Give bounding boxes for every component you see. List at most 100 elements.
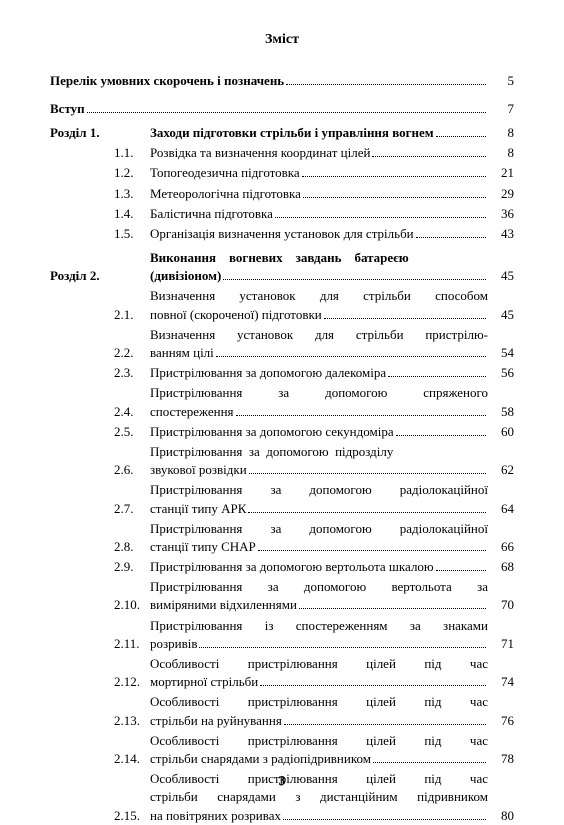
toc-page-ref: 78 [488,750,514,768]
toc-text: Виконання вогневих завдань батареєю(диві… [150,249,488,285]
toc-text-line: станції типу АРК [150,500,488,518]
toc-leader-dots [284,724,486,725]
toc-leader-dots [216,356,486,357]
toc-page-ref: 66 [488,538,514,556]
toc-row: 1.4.Балістична підготовка36 [50,205,514,223]
toc-text-line: Пристрілювання із спостереженням за знак… [150,617,488,635]
toc-page-ref: 45 [488,267,514,285]
toc-line-text: спостереження [150,403,234,421]
toc-row: 2.10.Пристрілювання за допомогою вертоль… [50,578,514,614]
toc-line-text: Топогеодезична підготовка [150,164,300,182]
toc-text-line: спостереження [150,403,488,421]
page-number: 3 [0,772,564,792]
toc-text-line: Пристрілювання за допомогою вертольота ш… [150,558,488,576]
toc-item-number: 2.12. [114,673,150,691]
toc-row: 2.4.Пристрілювання за допомогою спряжено… [50,384,514,420]
toc-text: Особливості пристрілювання цілей під час… [150,732,488,768]
toc-section-label: Розділ 1. [50,124,114,142]
toc-page-ref: 54 [488,344,514,362]
toc-line-text: Заходи підготовки стрільби і управління … [150,124,434,142]
toc-page-ref: 70 [488,596,514,614]
toc-leader-dots [258,550,486,551]
toc-line-text: Пристрілювання із спостереженням за знак… [150,617,488,635]
toc-item-number: 2.4. [114,403,150,421]
toc-text-line: Пристрілювання за допомогою радіолокацій… [150,481,488,499]
toc-text-line: Особливості пристрілювання цілей під час [150,655,488,673]
toc-title: Зміст [50,30,514,50]
toc-leader-dots [373,762,486,763]
toc-page-ref: 45 [488,306,514,324]
toc-line-text: Вступ [50,100,85,118]
toc-text-line: Визначення установок для стрільби пристр… [150,326,488,344]
toc-text-line: Заходи підготовки стрільби і управління … [150,124,488,142]
toc-text: Визначення установок для стрільби способ… [150,287,488,323]
toc-line-text: звукової розвідки [150,461,247,479]
toc-page-ref: 76 [488,712,514,730]
toc-item-number: 2.1. [114,306,150,324]
toc-row: 2.7.Пристрілювання за допомогою радіолок… [50,481,514,517]
toc-line-text: Пристрілювання за допомогою радіолокацій… [150,520,488,538]
toc-leader-dots [303,197,486,198]
toc-text: Особливості пристрілювання цілей під час… [150,655,488,691]
toc-page-ref: 56 [488,364,514,382]
toc-page-ref: 71 [488,635,514,653]
toc-item-number: 1.1. [114,144,150,162]
toc-text-line: Топогеодезична підготовка [150,164,488,182]
toc-item-number: 1.4. [114,205,150,223]
toc-text-line: Виконання вогневих завдань батареєю [150,249,488,267]
toc-row: 2.6.Пристрілювання за допомогою підрозді… [50,443,514,479]
toc-text-line: (дивізіоном) [150,267,488,285]
toc-text-line: звукової розвідки [150,461,488,479]
toc-text-line: Метеорологічна підготовка [150,185,488,203]
toc-line-text: Пристрілювання за допомогою вертольота з… [150,578,488,596]
toc-line-text: станції типу СНАР [150,538,256,556]
toc-row: 2.1.Визначення установок для стрільби сп… [50,287,514,323]
toc-leader-dots [223,279,486,280]
toc-text-line: розривів [150,635,488,653]
toc-leader-dots [416,237,486,238]
toc-line-text: Особливості пристрілювання цілей під час [150,655,488,673]
toc-text-line: повної (скороченої) підготовки [150,306,488,324]
toc-text: Пристрілювання за допомогою радіолокацій… [150,520,488,556]
toc-row: 2.13.Особливості пристрілювання цілей пі… [50,693,514,729]
toc-page-ref: 58 [488,403,514,421]
toc-page-ref: 36 [488,205,514,223]
toc-leader-dots [248,512,486,513]
toc-line-text: станції типу АРК [150,500,246,518]
toc-line-text: Розвідка та визначення координат цілей [150,144,370,162]
toc-leader-dots [286,84,486,85]
toc-text-line: виміряними відхиленнями [150,596,488,614]
toc-text: Вступ [50,100,488,118]
toc-text-line: Особливості пристрілювання цілей під час [150,693,488,711]
toc-text: Пристрілювання за допомогою вертольота ш… [150,558,488,576]
toc-text: Пристрілювання із спостереженням за знак… [150,617,488,653]
toc-item-number: 1.2. [114,164,150,182]
toc-line-text: мортирної стрільби [150,673,258,691]
toc-text-line: Вступ [50,100,488,118]
toc-line-text: на повітряних розривах [150,807,281,825]
toc-text-line: Пристрілювання за допомогою радіолокацій… [150,520,488,538]
toc-leader-dots [436,136,486,137]
toc-row: 2.12.Особливості пристрілювання цілей пі… [50,655,514,691]
toc-text: Пристрілювання за допомогою радіолокацій… [150,481,488,517]
toc-container: Перелік умовних скорочень і позначень5Вс… [50,72,514,825]
toc-row: 2.3.Пристрілювання за допомогою далекомі… [50,364,514,382]
toc-line-text: (дивізіоном) [150,267,221,285]
toc-text-line: Пристрілювання за допомогою далекоміра [150,364,488,382]
toc-page-ref: 64 [488,500,514,518]
toc-page-ref: 29 [488,185,514,203]
toc-text-line: стрільби на руйнування [150,712,488,730]
toc-leader-dots [283,819,486,820]
toc-text: Пристрілювання за допомогою вертольота з… [150,578,488,614]
toc-leader-dots [236,415,486,416]
toc-row: 2.5.Пристрілювання за допомогою секундом… [50,423,514,441]
toc-line-text: ванням цілі [150,344,214,362]
toc-row: Розділ 2.Виконання вогневих завдань бата… [50,249,514,285]
toc-text-line: Розвідка та визначення координат цілей [150,144,488,162]
toc-text: Топогеодезична підготовка [150,164,488,182]
toc-item-number: 2.8. [114,538,150,556]
toc-text: Визначення установок для стрільби пристр… [150,326,488,362]
toc-item-number: 2.14. [114,750,150,768]
toc-line-text: Виконання вогневих завдань батареєю [150,249,488,267]
toc-text-line: на повітряних розривах [150,807,488,825]
